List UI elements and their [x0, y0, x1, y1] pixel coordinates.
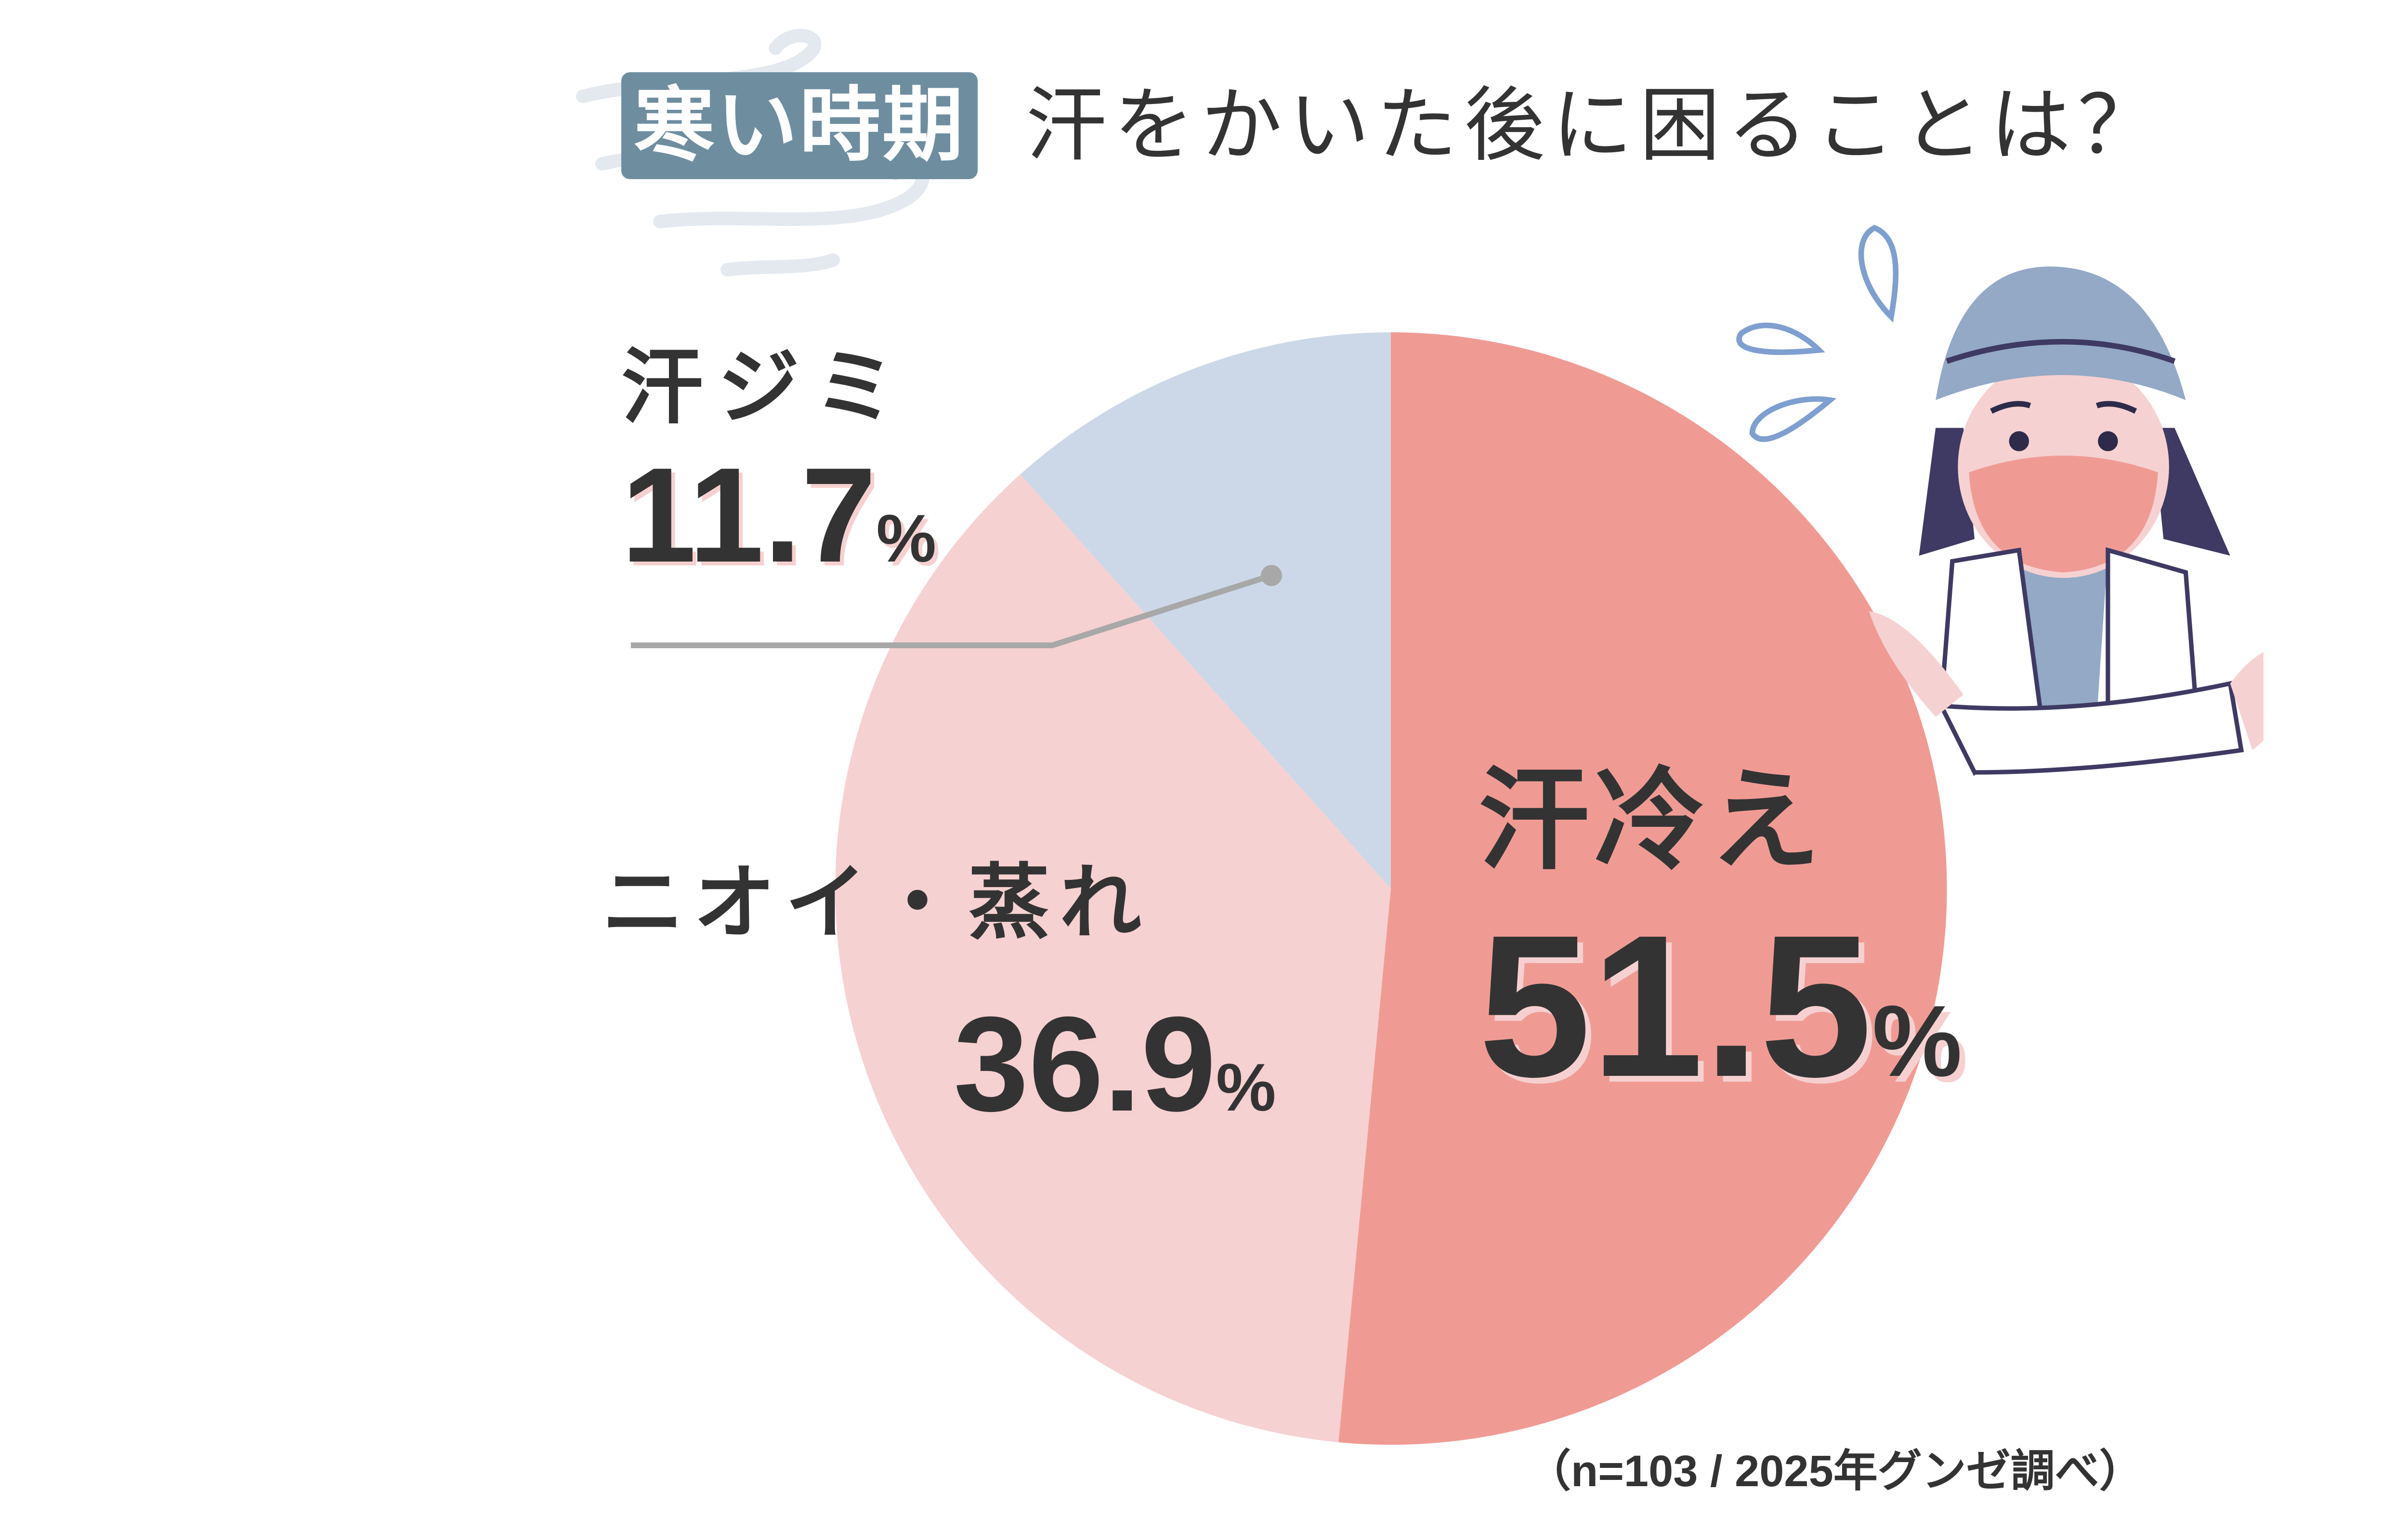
- label-ase-bie-value: 51.5%: [1479, 905, 1962, 1108]
- leader-dot: [1261, 565, 1282, 586]
- value-number: 11.7: [621, 440, 877, 590]
- label-nioi-mure-name: ニオイ・蒸れ: [602, 855, 1152, 951]
- label-ase-bie-name: 汗冷え: [1479, 757, 1826, 885]
- survey-footnote: （n=103 / 2025年グンゼ調べ）: [1527, 1447, 2144, 1496]
- value-unit: %: [1216, 1049, 1276, 1125]
- label-ase-bie: 汗冷え 51.5%: [1479, 766, 1962, 1108]
- label-ase-jimi-value: 11.7%: [621, 448, 936, 583]
- leader-line: [631, 573, 1272, 648]
- label-nioi-mure: ニオイ・蒸れ: [602, 862, 1151, 944]
- slice-nioi-mure: [835, 474, 1391, 1442]
- value-unit: %: [876, 500, 936, 576]
- chart-title: 汗をかいた後に困ることは？: [1026, 78, 2165, 172]
- value-unit: %: [1872, 984, 1963, 1098]
- value-number: 51.5: [1479, 893, 1872, 1119]
- season-badge: 寒い時期: [621, 72, 978, 179]
- label-nioi-mure-value: 36.9%: [954, 997, 1276, 1132]
- slice-ase-jimi: [1020, 332, 1391, 889]
- slice-ase-bie: [1338, 332, 1947, 1445]
- worried-person-illustration: [1736, 224, 2264, 776]
- label-ase-jimi-name: 汗ジミ: [621, 340, 911, 435]
- value-number: 36.9: [954, 989, 1216, 1139]
- label-ase-jimi: 汗ジミ 11.7%: [621, 347, 936, 583]
